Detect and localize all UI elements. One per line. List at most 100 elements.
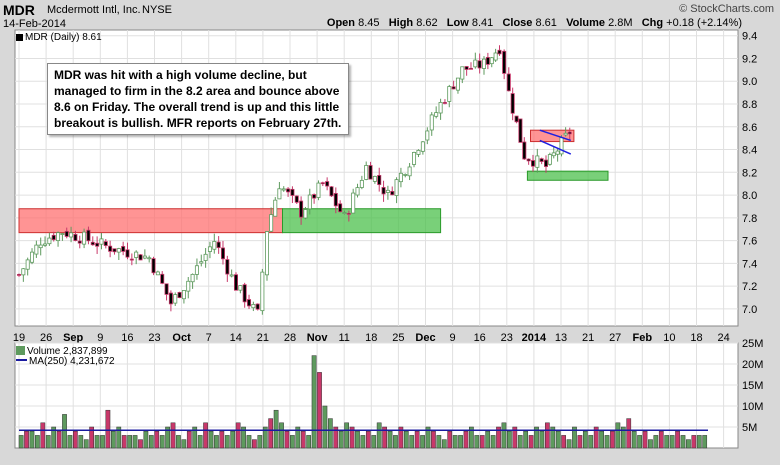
volume-bar [675, 430, 680, 449]
candle-body [277, 188, 282, 200]
candle-body [233, 274, 238, 291]
volume-bar [355, 430, 360, 449]
volume-bar [349, 426, 355, 449]
candle-body [303, 209, 308, 219]
volume-bar [631, 430, 637, 449]
y-tick-label: 8.4 [742, 145, 757, 157]
volume-bar [496, 426, 501, 449]
chg-value: +0.18 (+2.14%) [666, 17, 742, 29]
candle-body [51, 234, 56, 241]
candle-body [416, 149, 421, 155]
chg-label: Chg [641, 17, 664, 29]
volume-bar [214, 435, 219, 449]
x-tick-label: Oct [172, 332, 191, 344]
volume-bar [284, 430, 290, 449]
candle-body [526, 158, 531, 162]
candle-body [225, 259, 230, 275]
candle-body [429, 114, 434, 131]
candle-body [502, 50, 507, 74]
candle-body [212, 241, 217, 250]
volume-bar [203, 422, 208, 449]
candle-body [539, 158, 544, 162]
candle-body [60, 233, 65, 235]
volume-bar [333, 426, 339, 449]
volume-bar [501, 422, 507, 449]
volume-bar [165, 426, 170, 449]
x-tick-label: 9 [97, 332, 103, 344]
volume-bar [382, 426, 387, 449]
candle-body [567, 131, 572, 135]
candle-body [559, 137, 564, 155]
candle-body [290, 188, 295, 196]
x-tick-label: 24 [717, 332, 729, 344]
candle-body [129, 258, 134, 261]
candle-body [438, 102, 443, 114]
candle-body [355, 187, 360, 196]
volume-bar [62, 414, 67, 449]
x-tick-label: 2014 [522, 332, 547, 344]
candle-body [451, 86, 456, 90]
x-tick-label: 26 [40, 332, 52, 344]
volume-bar [148, 435, 154, 449]
candle-body [394, 179, 399, 196]
volume-bar [599, 430, 604, 449]
volume-bar [371, 435, 377, 449]
candle-body [77, 240, 82, 244]
candle-body [489, 57, 494, 65]
volume-bar [100, 435, 105, 449]
candle-body [199, 261, 204, 264]
candle-body [134, 251, 139, 258]
candle-body [506, 73, 511, 92]
low-value: 8.41 [471, 17, 494, 29]
volume-bar [224, 435, 230, 449]
volume-bar [360, 435, 366, 449]
volume-bar [653, 435, 659, 449]
candle-body [377, 174, 382, 186]
candle-body [138, 254, 143, 261]
volume-bar [344, 422, 349, 449]
candle-body [34, 244, 39, 255]
candle-body [147, 257, 152, 260]
candle-body [125, 249, 130, 258]
candle-body [264, 231, 269, 276]
y-tick-label: 8.2 [742, 167, 757, 179]
volume-bar [387, 430, 393, 449]
candle-body [16, 274, 21, 276]
candle-body [320, 182, 325, 185]
candle-body [56, 232, 61, 242]
x-tick-label: 16 [121, 332, 133, 344]
candle-body [514, 115, 519, 123]
y-tick-label: 8.8 [742, 99, 757, 111]
x-tick-label: 11 [338, 332, 349, 344]
candle-body [294, 195, 299, 203]
volume-bar [365, 430, 371, 449]
candle-body [364, 165, 369, 180]
candle-body [286, 188, 291, 193]
candle-body [203, 253, 208, 261]
volume-bar [132, 435, 138, 449]
volume-bar [121, 435, 127, 449]
candle-body [229, 274, 234, 277]
candle-body [420, 141, 425, 152]
candle-body [190, 273, 195, 283]
volume-bar [680, 435, 686, 449]
volume-bar [702, 435, 708, 449]
y-tick-label: 7.8 [742, 213, 757, 225]
volume-bar [577, 435, 583, 449]
volume-bar [539, 430, 545, 449]
volume-legend: Volume 2,837,899 [16, 346, 108, 357]
candle-body [116, 248, 121, 253]
low-label: Low [446, 17, 469, 29]
candle-body [164, 283, 169, 295]
open-label: Open [326, 17, 356, 29]
candle-body [403, 174, 408, 176]
volume-bar [642, 430, 648, 449]
volume-bar [691, 435, 697, 449]
volume-bar [648, 439, 653, 449]
volume-bar [479, 435, 485, 449]
candle-body [186, 280, 191, 292]
candle-body [329, 186, 334, 197]
volume-bar [327, 418, 333, 449]
volume-bar [550, 426, 556, 449]
volume-bar [110, 430, 116, 449]
